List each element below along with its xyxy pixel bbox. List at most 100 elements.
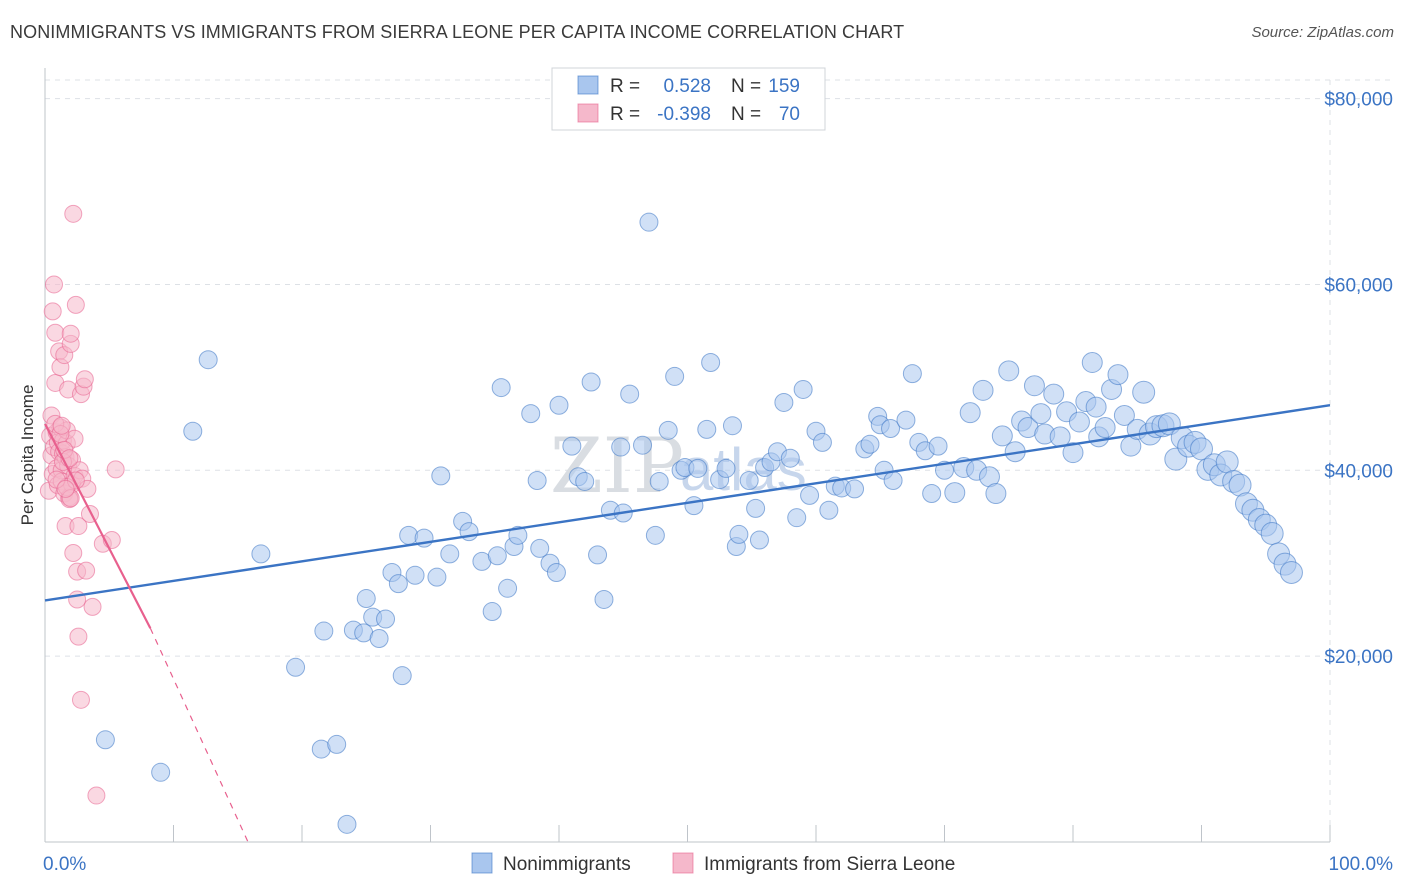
point-nonimmigrants <box>774 392 794 412</box>
bottom-legend-sierra-leone: Immigrants from Sierra Leone <box>704 854 955 875</box>
point-nonimmigrants <box>611 437 631 457</box>
point-nonimmigrants <box>620 384 640 404</box>
point-nonimmigrants <box>633 435 653 455</box>
point-nonimmigrants <box>405 565 425 585</box>
point-nonimmigrants <box>388 574 408 594</box>
y-tick-label: $40,000 <box>1324 461 1393 482</box>
point-nonimmigrants <box>1068 411 1090 433</box>
series-sierra-leone-points <box>39 204 125 805</box>
trend-line-sierra-leone <box>44 423 152 629</box>
point-sierra-leone <box>106 460 125 479</box>
point-nonimmigrants <box>251 544 271 564</box>
y-tick-label: $20,000 <box>1324 647 1393 668</box>
point-nonimmigrants <box>1023 375 1045 397</box>
point-nonimmigrants <box>1132 380 1156 404</box>
trend-lines <box>44 404 1331 843</box>
point-sierra-leone <box>69 627 88 646</box>
point-nonimmigrants <box>991 425 1013 447</box>
point-nonimmigrants <box>508 525 528 545</box>
point-nonimmigrants <box>581 372 601 392</box>
point-nonimmigrants <box>198 350 218 370</box>
point-nonimmigrants <box>800 485 820 505</box>
point-nonimmigrants <box>1215 450 1239 474</box>
point-sierra-leone <box>52 416 71 435</box>
point-nonimmigrants <box>1030 403 1052 425</box>
trend-line-sierra-leone-extension <box>149 628 249 843</box>
point-nonimmigrants <box>588 545 608 565</box>
point-nonimmigrants <box>1085 396 1107 418</box>
legend-n-label: N = <box>731 76 761 97</box>
point-nonimmigrants <box>546 563 566 583</box>
y-axis-label: Per Capita Income <box>18 385 37 526</box>
point-nonimmigrants <box>658 420 678 440</box>
point-nonimmigrants <box>399 525 419 545</box>
point-nonimmigrants <box>722 416 742 436</box>
point-sierra-leone <box>80 504 99 523</box>
point-nonimmigrants <box>780 448 800 468</box>
point-nonimmigrants <box>1049 426 1071 448</box>
point-sierra-leone <box>71 690 90 709</box>
point-nonimmigrants <box>935 460 954 480</box>
point-nonimmigrants <box>183 421 203 441</box>
point-nonimmigrants <box>944 482 966 504</box>
point-nonimmigrants <box>427 567 447 587</box>
point-nonimmigrants <box>1107 364 1129 386</box>
point-sierra-leone <box>75 370 94 389</box>
point-sierra-leone <box>56 479 75 498</box>
chart-title: NONIMMIGRANTS VS IMMIGRANTS FROM SIERRA … <box>10 22 905 42</box>
legend-n-value: 70 <box>779 104 800 125</box>
point-nonimmigrants <box>1043 383 1065 405</box>
point-nonimmigrants <box>440 544 460 564</box>
point-sierra-leone <box>46 323 65 342</box>
point-nonimmigrants <box>902 364 922 384</box>
point-nonimmigrants <box>1081 351 1103 373</box>
point-nonimmigrants <box>812 432 832 452</box>
point-nonimmigrants <box>688 458 708 478</box>
point-nonimmigrants <box>369 628 389 648</box>
point-nonimmigrants <box>314 621 334 641</box>
point-nonimmigrants <box>922 484 942 504</box>
point-nonimmigrants <box>549 395 569 415</box>
point-nonimmigrants <box>896 410 916 430</box>
point-nonimmigrants <box>928 436 948 456</box>
point-nonimmigrants <box>972 379 994 401</box>
legend-r-value: -0.398 <box>657 104 711 125</box>
point-nonimmigrants <box>1279 561 1303 585</box>
point-nonimmigrants <box>860 434 880 454</box>
series-nonimmigrants-points <box>95 212 1303 834</box>
point-nonimmigrants <box>749 530 769 550</box>
point-nonimmigrants <box>716 458 736 478</box>
point-nonimmigrants <box>1094 417 1116 439</box>
point-nonimmigrants <box>1062 442 1084 464</box>
legend-r-label: R = <box>610 104 640 125</box>
point-nonimmigrants <box>697 419 717 439</box>
point-nonimmigrants <box>95 730 115 750</box>
point-nonimmigrants <box>482 602 502 622</box>
point-nonimmigrants <box>665 366 685 386</box>
point-sierra-leone <box>77 561 96 580</box>
point-nonimmigrants <box>1113 404 1135 426</box>
point-nonimmigrants <box>645 525 665 545</box>
point-sierra-leone <box>66 295 85 314</box>
point-nonimmigrants <box>746 498 766 518</box>
y-tick-label: $60,000 <box>1324 275 1393 296</box>
point-nonimmigrants <box>959 402 981 424</box>
point-nonimmigrants <box>376 609 396 629</box>
point-nonimmigrants <box>575 471 595 491</box>
point-sierra-leone <box>64 543 83 562</box>
point-nonimmigrants <box>356 589 376 609</box>
point-nonimmigrants <box>998 360 1020 382</box>
legend-swatch-pink <box>577 103 599 123</box>
point-nonimmigrants <box>739 471 759 491</box>
point-nonimmigrants <box>787 508 807 528</box>
point-nonimmigrants <box>392 666 412 686</box>
point-sierra-leone <box>44 275 63 294</box>
bottom-legend-swatch-pink <box>672 852 694 874</box>
y-tick-label: $80,000 <box>1324 90 1393 111</box>
point-sierra-leone <box>43 302 62 321</box>
point-nonimmigrants <box>985 483 1007 505</box>
bottom-legend: Nonimmigrants Immigrants from Sierra Leo… <box>471 852 955 875</box>
point-sierra-leone <box>83 597 102 616</box>
legend-r-label: R = <box>610 76 640 97</box>
legend-r-value: 0.528 <box>663 76 711 97</box>
